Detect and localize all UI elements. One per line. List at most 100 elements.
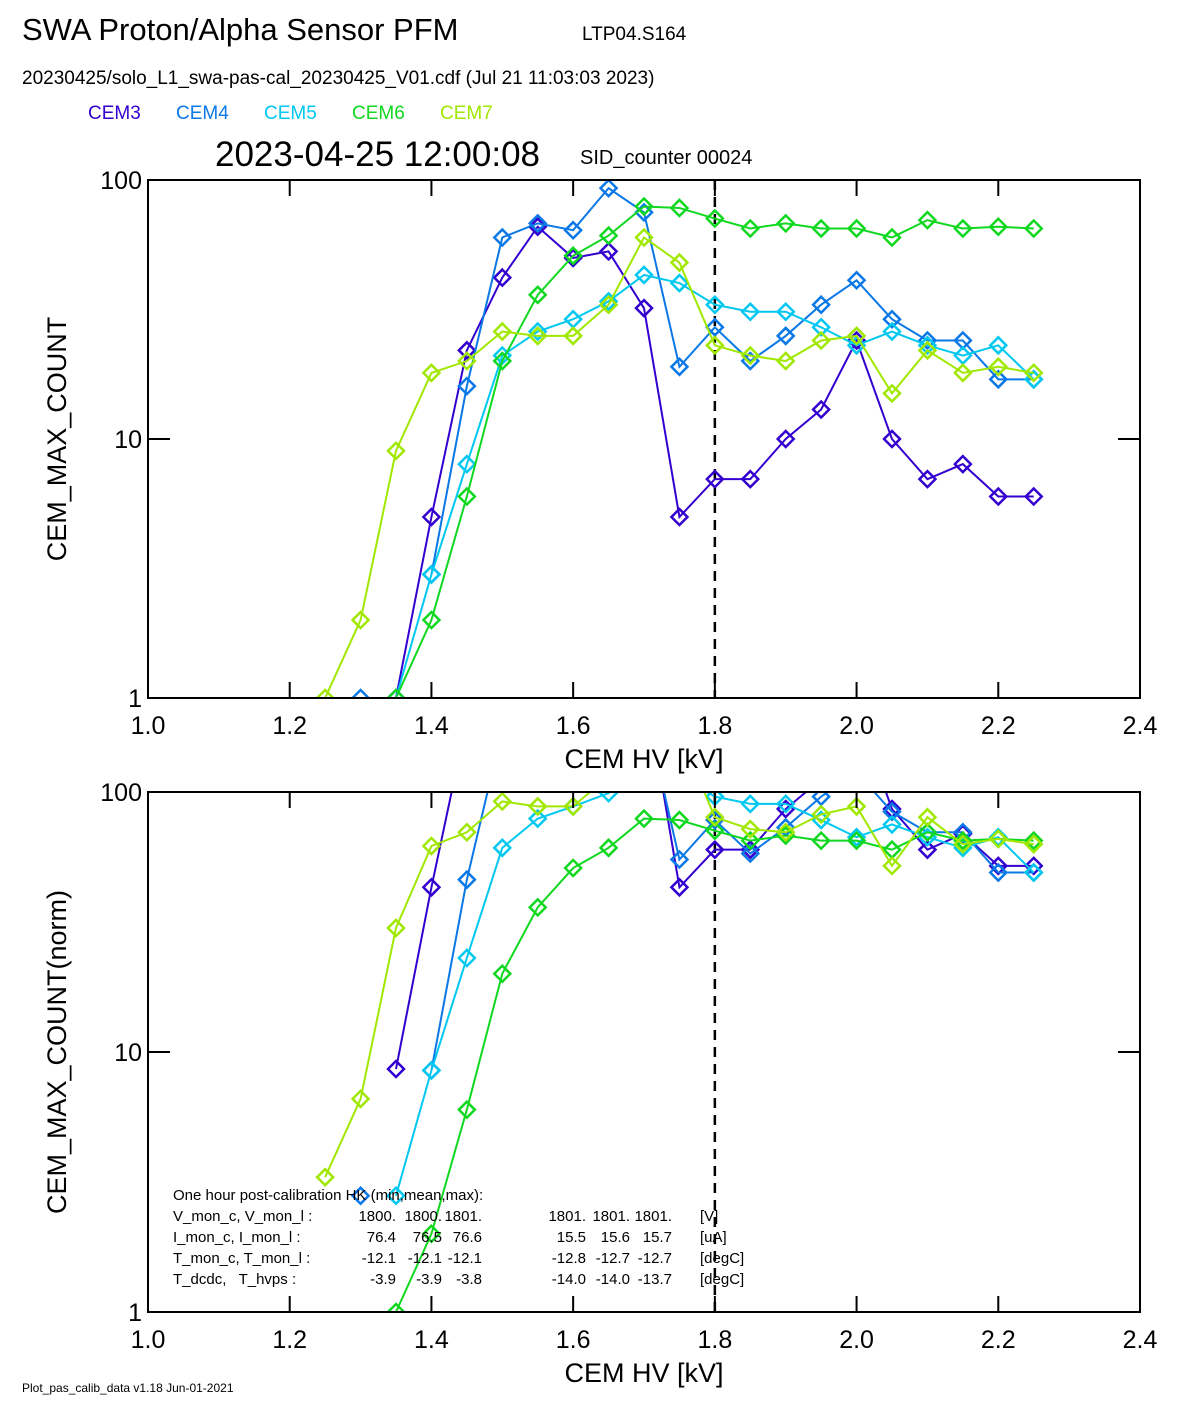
- marker: [917, 469, 938, 489]
- marker: [882, 383, 902, 404]
- series-line: [324, 235, 1034, 698]
- marker: [563, 245, 583, 266]
- hk-cell: 1801.: [634, 1208, 672, 1225]
- legend-entry: CEM3: [88, 103, 141, 124]
- marker: [705, 294, 725, 315]
- x-tick-label: 1.8: [697, 712, 732, 740]
- hk-cell: 1800.: [358, 1208, 396, 1225]
- x-tick-label: 1.0: [131, 1326, 166, 1354]
- hk-cell: 1801.: [548, 1208, 586, 1225]
- x-tick-label: 1.4: [414, 712, 449, 740]
- marker: [669, 849, 690, 870]
- marker: [386, 918, 406, 938]
- marker: [811, 330, 831, 351]
- marker: [598, 792, 619, 803]
- x-tick-label: 2.2: [981, 712, 1016, 740]
- y-tick-label: 100: [100, 167, 142, 195]
- marker: [917, 807, 938, 827]
- marker: [350, 688, 371, 698]
- x-tick-label: 1.8: [697, 1326, 732, 1354]
- marker: [811, 792, 831, 807]
- marker: [492, 838, 513, 858]
- marker: [811, 317, 831, 338]
- hk-cell: -12.7: [638, 1250, 672, 1267]
- marker: [527, 213, 548, 234]
- marker: [811, 399, 831, 420]
- x-tick-label: 1.6: [556, 712, 591, 740]
- marker: [669, 198, 690, 218]
- series-line: [395, 792, 1034, 1070]
- marker: [527, 285, 548, 305]
- marker: [705, 317, 725, 338]
- marker: [598, 291, 619, 312]
- hk-cell: 1801.: [592, 1208, 630, 1225]
- marker: [669, 810, 690, 830]
- marker: [634, 808, 654, 829]
- marker: [527, 326, 548, 346]
- marker: [740, 218, 761, 239]
- series-line: [395, 817, 1034, 1312]
- marker: [1023, 856, 1044, 876]
- marker: [953, 218, 973, 239]
- hk-cell: 76.4: [367, 1229, 396, 1246]
- series-line: [395, 205, 1034, 698]
- marker: [421, 1060, 442, 1081]
- hk-cell: -14.0: [552, 1271, 586, 1288]
- marker: [634, 265, 654, 285]
- legend-entry: CEM6: [352, 103, 405, 124]
- marker: [492, 963, 513, 984]
- marker: [705, 335, 725, 356]
- hk-cell: T_dcdc, T_hvps :: [173, 1271, 296, 1288]
- marker: [421, 877, 442, 898]
- y-tick-label: 10: [114, 1039, 142, 1067]
- marker: [1023, 834, 1044, 854]
- marker: [988, 369, 1009, 390]
- marker: [563, 796, 583, 817]
- marker: [953, 834, 973, 854]
- hk-cell: -12.1: [408, 1250, 442, 1267]
- marker: [846, 218, 867, 239]
- marker: [457, 948, 477, 968]
- hk-cell: -13.7: [638, 1271, 672, 1288]
- marker: [563, 326, 583, 346]
- marker: [882, 814, 902, 835]
- marker: [669, 507, 690, 527]
- marker: [457, 822, 477, 843]
- counter: SID_counter 00024: [580, 147, 752, 169]
- hk-cell: 1801.: [444, 1208, 482, 1225]
- marker: [421, 1223, 442, 1244]
- marker: [988, 856, 1009, 876]
- hk-cell: [uA]: [700, 1229, 727, 1246]
- run-id: LTP04.S164: [582, 24, 687, 45]
- hk-cell: [degC]: [700, 1271, 744, 1288]
- hk-cell: [degC]: [700, 1250, 744, 1267]
- marker: [669, 252, 690, 273]
- marker: [988, 357, 1009, 377]
- marker: [563, 248, 583, 268]
- marker: [634, 298, 654, 318]
- marker: [705, 810, 725, 830]
- y-tick-label: 10: [114, 426, 142, 454]
- marker: [988, 829, 1009, 849]
- marker: [527, 796, 548, 817]
- marker: [563, 220, 583, 240]
- marker: [775, 825, 796, 846]
- marker: [917, 335, 938, 356]
- y-axis-label: CEM_MAX_COUNT(norm): [42, 890, 72, 1214]
- marker: [917, 330, 938, 351]
- marker: [953, 454, 973, 474]
- x-tick-label: 1.0: [131, 712, 166, 740]
- legend-entry: CEM7: [440, 103, 493, 124]
- marker: [421, 610, 442, 630]
- marker: [527, 808, 548, 829]
- marker: [882, 321, 902, 342]
- marker: [846, 796, 867, 817]
- marker: [740, 839, 761, 860]
- marker: [988, 216, 1009, 237]
- series-line: [430, 792, 1034, 1071]
- footer: Plot_pas_calib_data v1.18 Jun-01-2021: [22, 1381, 234, 1395]
- hk-cell: -3.8: [456, 1271, 482, 1288]
- x-tick-label: 1.2: [272, 1326, 307, 1354]
- marker: [350, 610, 371, 630]
- marker: [457, 454, 477, 474]
